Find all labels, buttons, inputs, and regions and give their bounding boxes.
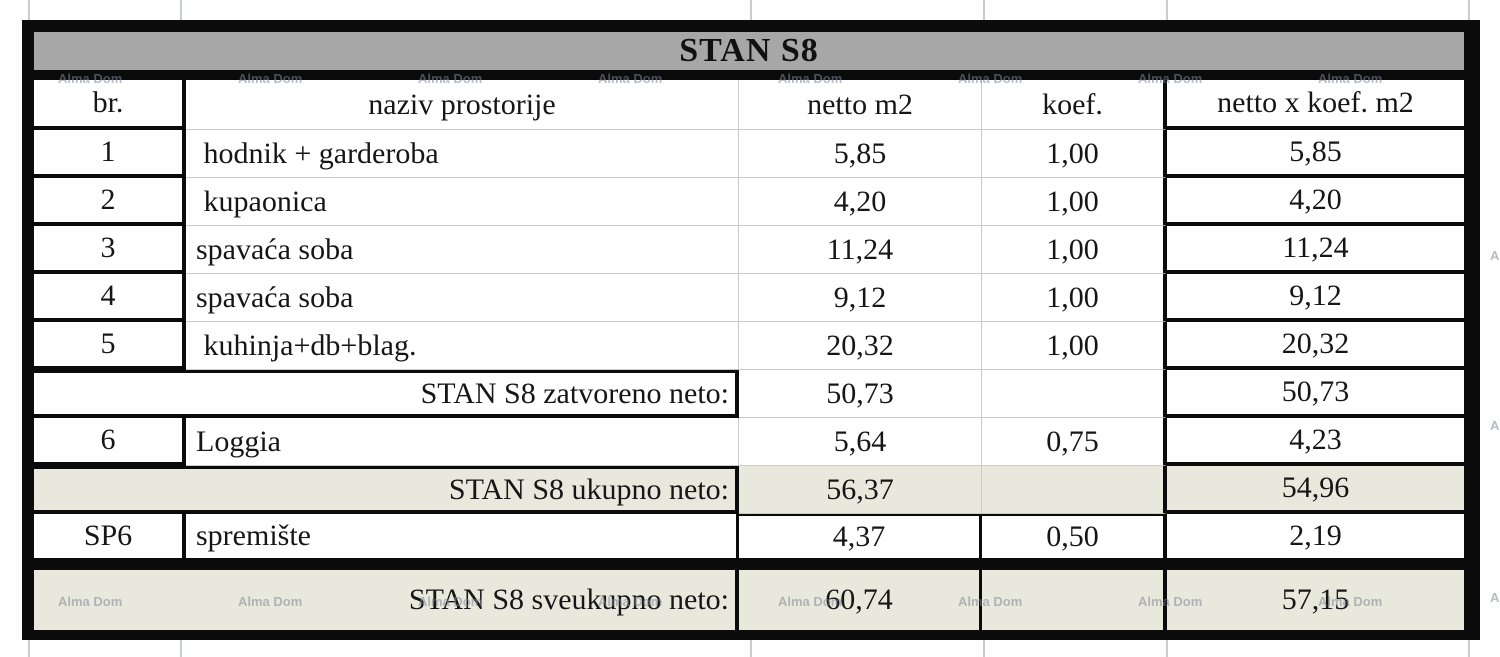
cell-netto-m2: 11,24 bbox=[739, 226, 982, 274]
table-row: 1 hodnik + garderoba 5,85 1,00 5,85 bbox=[34, 130, 1464, 178]
column-header-br: br. bbox=[34, 80, 186, 130]
table-row: STAN S8 ukupno neto: 56,37 54,96 bbox=[34, 466, 1464, 514]
cell-netto-m2: 9,12 bbox=[739, 274, 982, 322]
cell-netto-m2: 50,73 bbox=[739, 370, 982, 418]
spreadsheet-gridline bbox=[750, 639, 752, 657]
cell-br: 2 bbox=[34, 178, 186, 226]
watermark: Alma Dom bbox=[1490, 590, 1500, 605]
spreadsheet-gridline bbox=[1468, 639, 1470, 657]
title-separator bbox=[34, 70, 1464, 80]
cell-koef: 1,00 bbox=[982, 226, 1167, 274]
cell-br: 5 bbox=[34, 322, 186, 370]
cell-naziv: hodnik + garderoba bbox=[186, 130, 739, 178]
watermark: Alma Dom bbox=[1490, 418, 1500, 433]
cell-koef: 1,00 bbox=[982, 322, 1167, 370]
column-header-koef: koef. bbox=[982, 80, 1167, 130]
cell-koef bbox=[982, 370, 1167, 418]
cell-netto-m2: 4,20 bbox=[739, 178, 982, 226]
cell-naziv: kupaonica bbox=[186, 178, 739, 226]
cell-netto-x-koef: 11,24 bbox=[1167, 226, 1464, 274]
spreadsheet-gridline bbox=[180, 639, 182, 657]
table-row: 2 kupaonica 4,20 1,00 4,20 bbox=[34, 178, 1464, 226]
cell-netto-x-koef: 20,32 bbox=[1167, 322, 1464, 370]
cell-netto-m2: 5,85 bbox=[739, 130, 982, 178]
spreadsheet-gridline bbox=[1468, 0, 1470, 21]
cell-netto-m2: 60,74 bbox=[739, 570, 982, 630]
cell-netto-m2: 5,64 bbox=[739, 418, 982, 466]
cell-koef: 0,50 bbox=[982, 514, 1167, 562]
table-row: STAN S8 sveukupno neto: 60,74 57,15 bbox=[34, 562, 1464, 630]
cell-naziv: spavaća soba bbox=[186, 226, 739, 274]
area-table: STAN S8 br. naziv prostorije netto m2 ko… bbox=[22, 20, 1480, 640]
table-title: STAN S8 bbox=[34, 32, 1464, 70]
spreadsheet-gridline bbox=[750, 0, 752, 21]
table-row: 5 kuhinja+db+blag. 20,32 1,00 20,32 bbox=[34, 322, 1464, 370]
cell-netto-x-koef: 4,23 bbox=[1167, 418, 1464, 466]
cell-naziv: Loggia bbox=[186, 418, 739, 466]
column-header-naziv: naziv prostorije bbox=[186, 80, 739, 130]
column-header-netto-m2: netto m2 bbox=[739, 80, 982, 130]
cell-br: 4 bbox=[34, 274, 186, 322]
cell-netto-x-koef: 9,12 bbox=[1167, 274, 1464, 322]
cell-netto-x-koef: 50,73 bbox=[1167, 370, 1464, 418]
spreadsheet-gridline bbox=[28, 0, 30, 21]
cell-koef bbox=[982, 466, 1167, 514]
watermark: Alma Dom bbox=[1490, 248, 1500, 263]
cell-naziv: spavaća soba bbox=[186, 274, 739, 322]
row-total-label: STAN S8 zatvoreno neto: bbox=[34, 370, 739, 418]
table-row: 3 spavaća soba 11,24 1,00 11,24 bbox=[34, 226, 1464, 274]
cell-koef: 1,00 bbox=[982, 130, 1167, 178]
cell-koef: 1,00 bbox=[982, 178, 1167, 226]
cell-koef bbox=[982, 570, 1167, 630]
cell-netto-m2: 4,37 bbox=[739, 514, 982, 562]
cell-br: SP6 bbox=[34, 514, 186, 562]
table-row: 4 spavaća soba 9,12 1,00 9,12 bbox=[34, 274, 1464, 322]
cell-br: 3 bbox=[34, 226, 186, 274]
table-row: 6 Loggia 5,64 0,75 4,23 bbox=[34, 418, 1464, 466]
table-row: STAN S8 zatvoreno neto: 50,73 50,73 bbox=[34, 370, 1464, 418]
cell-koef: 1,00 bbox=[982, 274, 1167, 322]
table-header-row: br. naziv prostorije netto m2 koef. nett… bbox=[34, 80, 1464, 130]
cell-netto-m2: 56,37 bbox=[739, 466, 982, 514]
row-total-label: STAN S8 sveukupno neto: bbox=[34, 570, 739, 630]
cell-netto-x-koef: 4,20 bbox=[1167, 178, 1464, 226]
cell-naziv: spremište bbox=[186, 514, 739, 562]
cell-netto-m2: 20,32 bbox=[739, 322, 982, 370]
spreadsheet-gridline bbox=[1166, 639, 1168, 657]
cell-netto-x-koef: 57,15 bbox=[1167, 570, 1464, 630]
cell-netto-x-koef: 2,19 bbox=[1167, 514, 1464, 562]
column-header-netto-koef: netto x koef. m2 bbox=[1167, 80, 1464, 130]
spreadsheet-gridline bbox=[28, 639, 30, 657]
spreadsheet-gridline bbox=[180, 0, 182, 21]
table-row: SP6 spremište 4,37 0,50 2,19 bbox=[34, 514, 1464, 562]
row-total-label: STAN S8 ukupno neto: bbox=[34, 466, 739, 514]
cell-naziv: kuhinja+db+blag. bbox=[186, 322, 739, 370]
spreadsheet-gridline bbox=[983, 0, 985, 21]
spreadsheet-gridline bbox=[983, 639, 985, 657]
cell-netto-x-koef: 54,96 bbox=[1167, 466, 1464, 514]
cell-koef: 0,75 bbox=[982, 418, 1167, 466]
spreadsheet-gridline bbox=[1166, 0, 1168, 21]
cell-br: 1 bbox=[34, 130, 186, 178]
cell-netto-x-koef: 5,85 bbox=[1167, 130, 1464, 178]
table-body: 1 hodnik + garderoba 5,85 1,00 5,85 2 kupaon… bbox=[34, 130, 1464, 630]
cell-br: 6 bbox=[34, 418, 186, 466]
